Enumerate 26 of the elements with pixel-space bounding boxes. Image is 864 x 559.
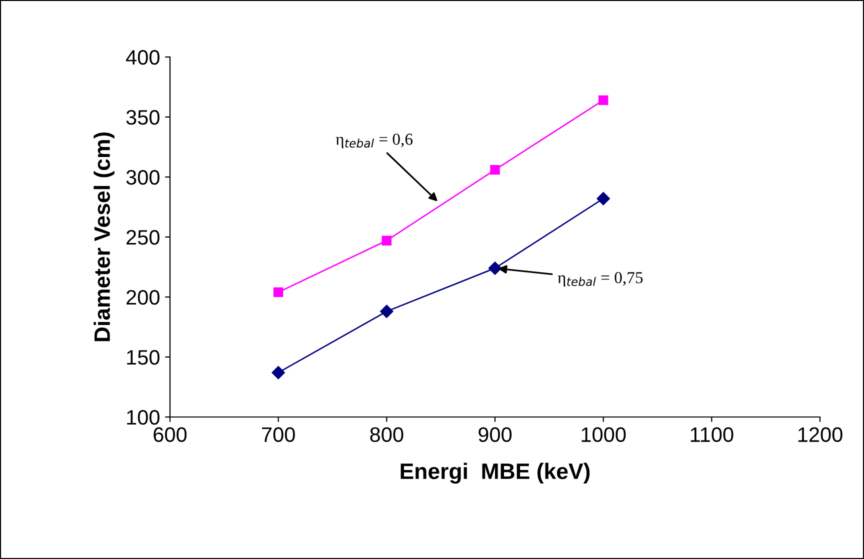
x-tick-label: 1200 — [798, 427, 842, 442]
x-tick-label: 600 — [154, 427, 187, 442]
x-axis-title: Energi MBE (keV) — [400, 462, 590, 484]
x-tick-label: 1100 — [690, 427, 734, 442]
point — [272, 366, 285, 380]
annotation: η$_{tebal}$ = 0,75 — [558, 272, 643, 287]
point — [490, 164, 500, 175]
x-tick-label: 800 — [370, 427, 404, 442]
point — [488, 262, 502, 275]
y-tick-label: 150 — [127, 350, 160, 365]
y-tick-label: 400 — [126, 50, 160, 65]
y-axis-title: Diameter Vesel (cm) — [94, 132, 114, 342]
point — [380, 304, 394, 318]
y-tick-label: 250 — [126, 230, 160, 245]
y-tick-label: 100 — [127, 410, 160, 425]
y-tick-label: 200 — [126, 290, 160, 305]
y-tick-label: 300 — [126, 170, 160, 185]
point — [382, 236, 392, 246]
point — [273, 287, 284, 298]
x-tick-label: 700 — [262, 427, 295, 442]
y-tick-label: 350 — [126, 110, 160, 125]
x-tick-label: 1000 — [582, 427, 626, 442]
point — [596, 192, 610, 206]
x-tick-label: 900 — [478, 427, 512, 442]
annotation: η$_{tebal}$ = 0,6 — [336, 134, 413, 148]
point — [598, 95, 608, 106]
